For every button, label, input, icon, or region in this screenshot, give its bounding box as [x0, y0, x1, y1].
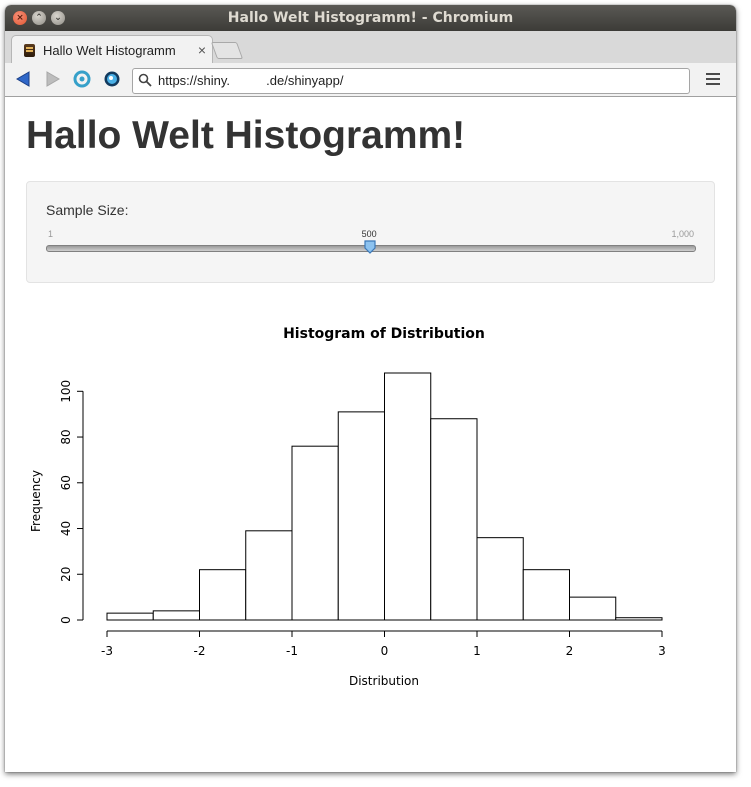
histogram-bar	[569, 596, 617, 621]
y-tick-label: 40	[59, 521, 73, 536]
y-tick-label: 60	[59, 475, 73, 490]
x-tick-label: 2	[566, 644, 574, 658]
slider-max-label: 1,000	[671, 229, 694, 239]
window-close-button[interactable]: ×	[13, 11, 27, 25]
reload-icon[interactable]	[73, 70, 91, 88]
histogram-bar	[245, 530, 293, 621]
histogram-bar	[337, 411, 385, 621]
histogram-plot: Histogram of Distribution Distribution F…	[5, 307, 736, 707]
histogram-bar	[522, 569, 570, 621]
tab-active[interactable]: Hallo Welt Histogramm ×	[11, 35, 213, 64]
chart-y-axis-label: Frequency	[29, 470, 43, 532]
address-bar[interactable]: https://shiny. .de/shinyapp/	[132, 68, 690, 94]
bar-group	[106, 372, 663, 621]
slider-min-label: 1	[48, 229, 54, 239]
y-tick-label: 100	[59, 380, 73, 403]
x-tick-label: -2	[194, 644, 206, 658]
window-minimize-button[interactable]: ⌃	[32, 11, 46, 25]
url-text: https://shiny. .de/shinyapp/	[158, 73, 344, 88]
title-bar: × ⌃ ⌄ Hallo Welt Histogramm! - Chromium	[5, 5, 736, 31]
window-title: Hallo Welt Histogramm! - Chromium	[227, 10, 514, 26]
x-tick-label: 0	[381, 644, 389, 658]
tab-close-icon[interactable]: ×	[197, 42, 206, 58]
slider-value-label: 500	[361, 229, 377, 239]
histogram-bar	[476, 537, 524, 621]
chart-x-axis-label: Distribution	[349, 674, 419, 688]
y-axis: 0 20 40 60 80 100	[59, 380, 84, 624]
histogram-bar	[199, 569, 247, 621]
histogram-bar	[430, 418, 478, 621]
page-favicon-icon	[24, 44, 35, 57]
histogram-bar	[152, 610, 200, 621]
y-tick-label: 0	[59, 616, 73, 624]
histogram-bar	[291, 445, 339, 621]
sample-size-label: Sample Size:	[46, 202, 129, 218]
slider-handle[interactable]	[364, 240, 376, 254]
browser-toolbar: https://shiny. .de/shinyapp/	[5, 63, 736, 97]
chart-title: Histogram of Distribution	[283, 326, 485, 342]
sidebar-panel: Sample Size: 1 500 1,000	[26, 181, 715, 283]
x-axis: -3 -2 -1 0 1 2 3	[101, 630, 666, 658]
search-icon	[138, 73, 152, 87]
histogram-bar	[106, 612, 154, 621]
browser-window: × ⌃ ⌄ Hallo Welt Histogramm! - Chromium …	[5, 5, 736, 772]
window-maximize-button[interactable]: ⌄	[51, 11, 65, 25]
tab-label: Hallo Welt Histogramm	[43, 43, 176, 58]
y-tick-label: 20	[59, 567, 73, 582]
page-title: Hallo Welt Histogramm!	[26, 114, 466, 157]
back-arrow-icon[interactable]	[14, 70, 32, 88]
home-globe-icon[interactable]	[103, 70, 121, 88]
page-content: Hallo Welt Histogramm! Sample Size: 1 50…	[5, 97, 736, 772]
histogram-bar	[384, 372, 432, 621]
browser-menu-icon[interactable]	[706, 73, 720, 87]
forward-arrow-icon[interactable]	[44, 70, 62, 88]
histogram-bar	[615, 617, 663, 621]
x-tick-label: -1	[286, 644, 298, 658]
x-tick-label: -3	[101, 644, 113, 658]
x-tick-label: 1	[473, 644, 481, 658]
new-tab-button[interactable]	[210, 42, 244, 59]
y-tick-label: 80	[59, 429, 73, 444]
tab-strip: Hallo Welt Histogramm ×	[5, 31, 736, 64]
x-tick-label: 3	[658, 644, 666, 658]
histogram-svg: Histogram of Distribution Distribution F…	[29, 326, 666, 688]
